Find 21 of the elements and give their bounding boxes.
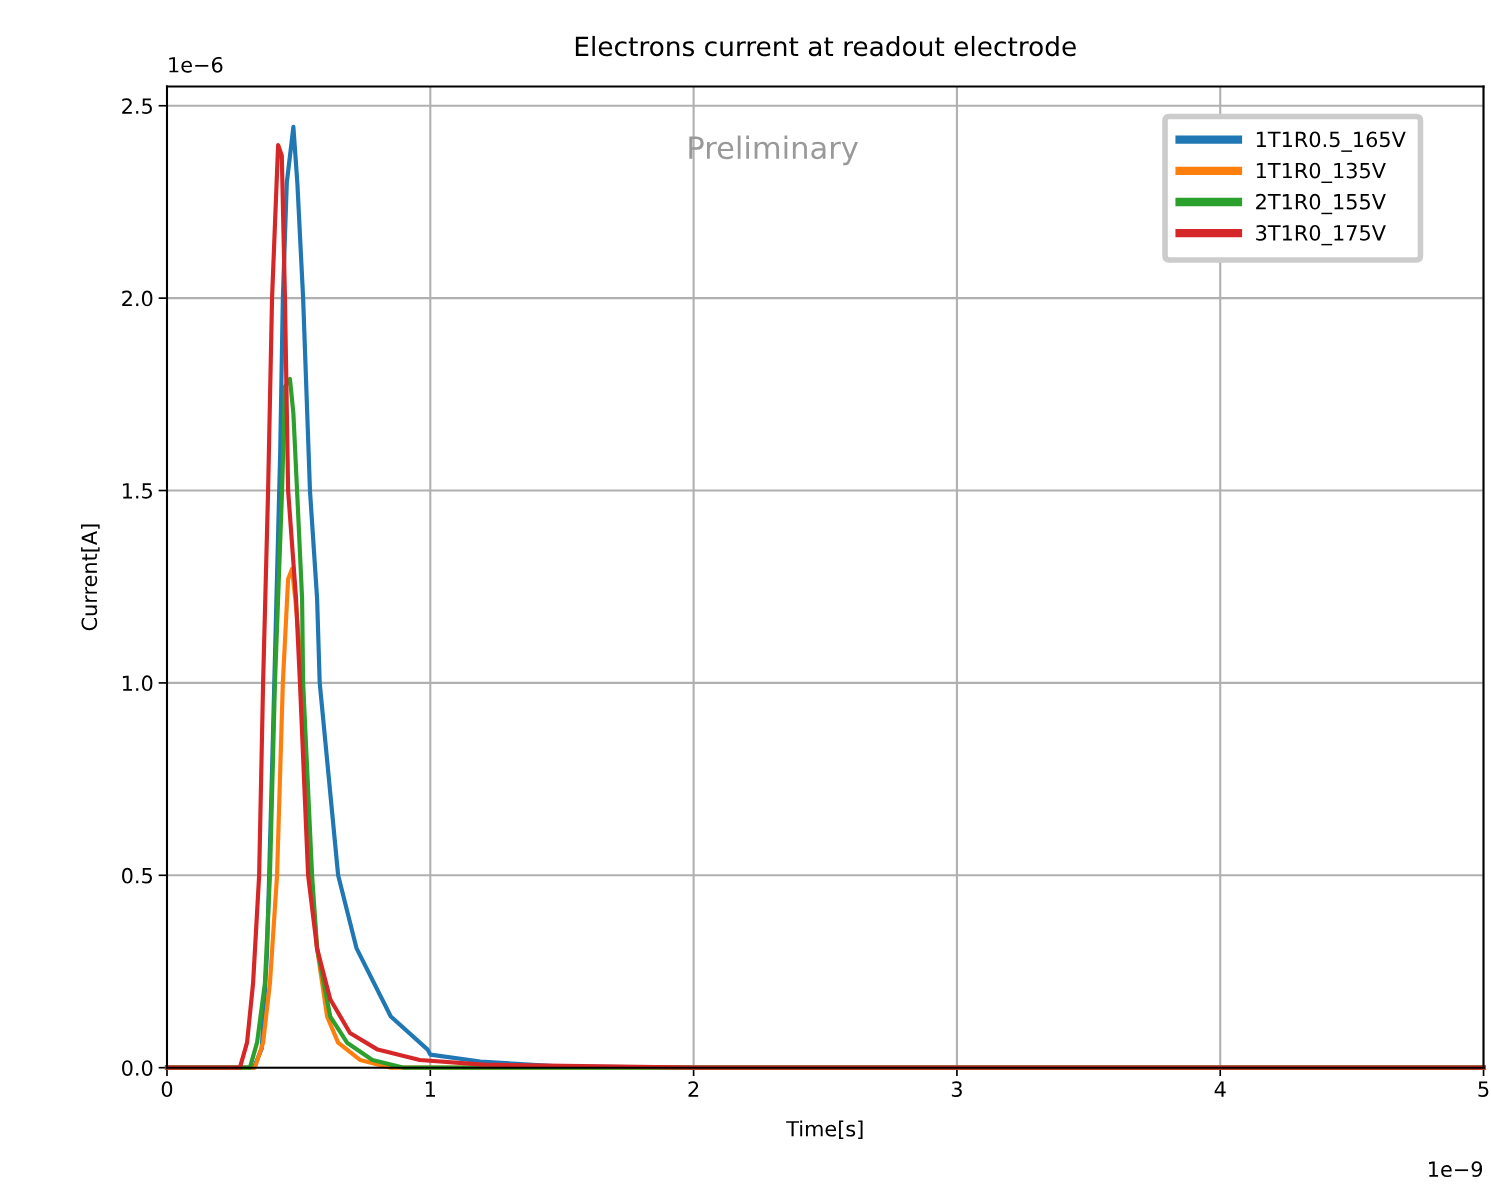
text: 1e−6 [169,56,223,73]
y-tick-label: 1.0 [122,675,153,692]
legend-label: 3T1R0_175V [1256,224,1386,246]
x-tick-label: 3 [951,1081,962,1098]
x-tick-label: 5 [1478,1081,1489,1098]
y-axis-title: Current[A] [81,524,100,631]
text: 1e−9 [1429,1161,1483,1178]
y-tick-label: 2.5 [122,98,152,114]
chart-title: Electrons current at readout electrode [575,35,1076,57]
y-tick-label: 1.5 [122,483,152,499]
x-tick-label: 1 [425,1081,436,1097]
y-tick-label: 0.5 [122,867,152,884]
x-tick-label: 4 [1214,1081,1226,1097]
x-tick-label: 0 [161,1081,173,1098]
x-tick-label: 2 [688,1081,699,1097]
legend-label: 1T1R0_135V [1256,162,1386,184]
y-tick-label: 0.0 [122,1060,153,1076]
y-tick-label: 2.0 [122,290,153,307]
legend-label: 2T1R0_155V [1256,193,1386,215]
legend-label: 1T1R0.5_165V [1256,131,1406,152]
x-axis-title: Time[s] [786,1120,863,1140]
